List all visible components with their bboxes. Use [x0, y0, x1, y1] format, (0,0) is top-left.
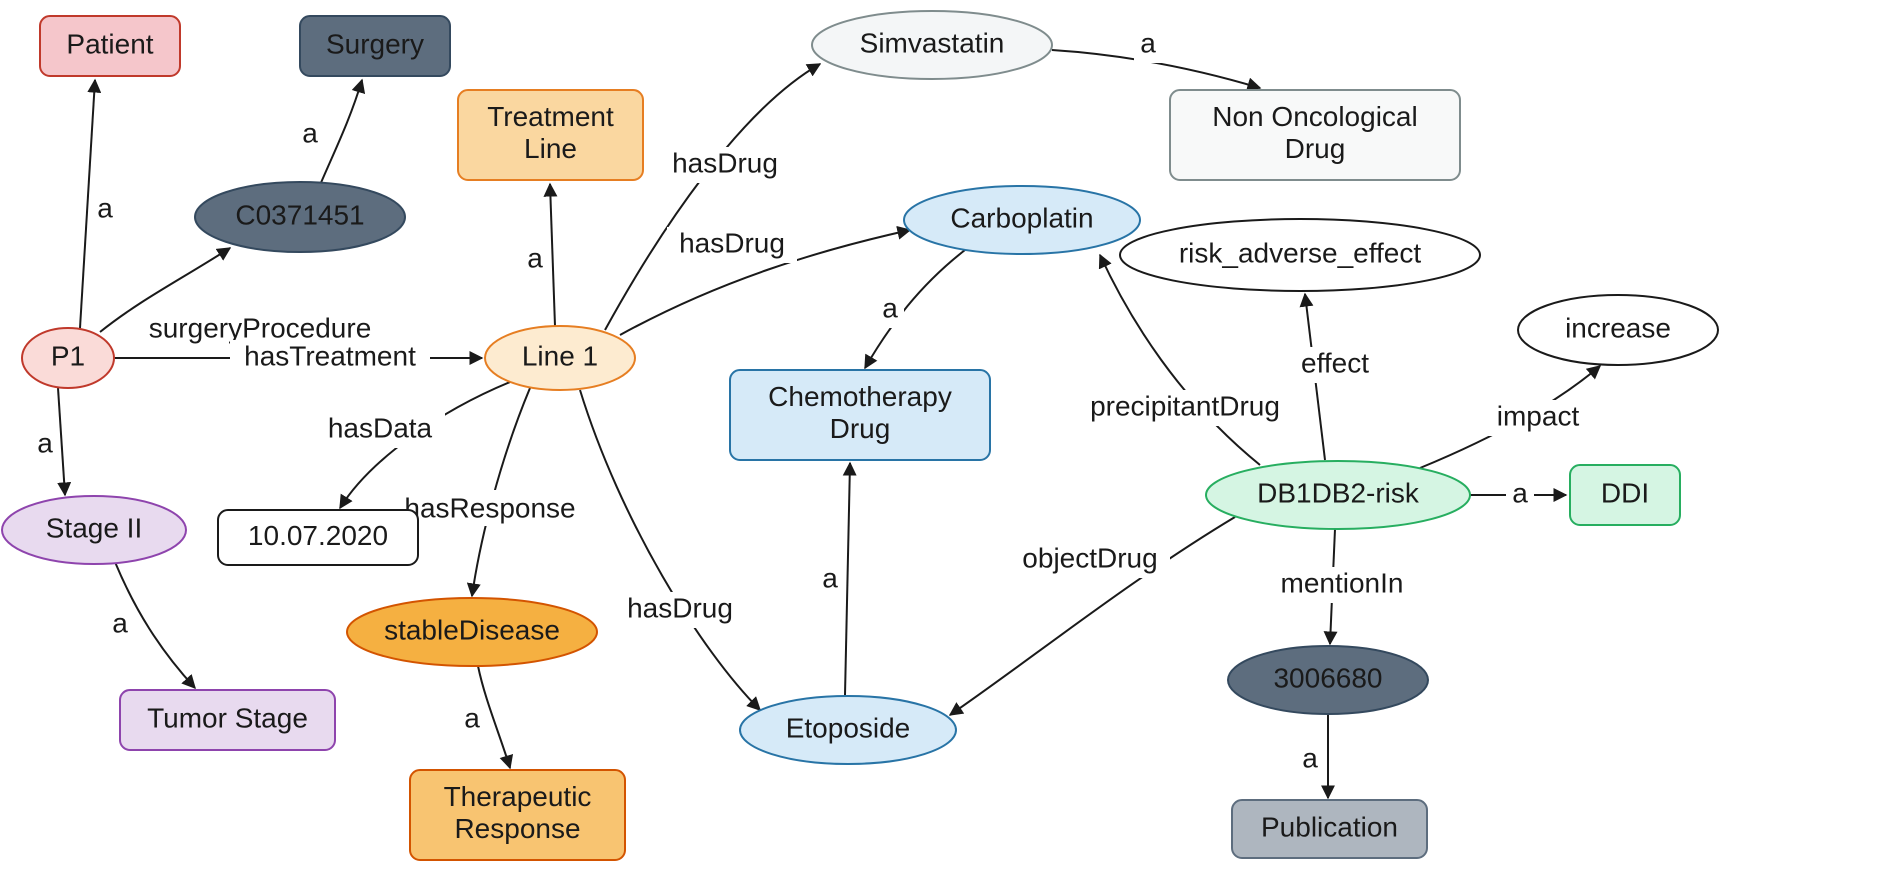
knowledge-graph: a surgeryProcedure a hasTreatment a a a hasData…: [0, 0, 1893, 878]
node-label-tumorstage: Tumor Stage: [147, 702, 308, 733]
edge-label-e17: precipitantDrug: [1090, 390, 1280, 421]
edge-label-e12: hasDrug: [679, 227, 785, 258]
node-c0371451: C0371451: [195, 182, 405, 252]
edge-e5: [58, 388, 65, 495]
node-surgery: Surgery: [300, 16, 450, 76]
node-line1: Line 1: [485, 326, 635, 390]
edge-label-e9: hasResponse: [404, 492, 575, 523]
node-label-ddi: DDI: [1601, 477, 1649, 508]
node-increase: increase: [1518, 295, 1718, 365]
node-simvastatin: Simvastatin: [812, 11, 1052, 79]
node-label-db1db2: DB1DB2-risk: [1257, 477, 1420, 508]
node-label-surgery: Surgery: [326, 28, 424, 59]
node-date: 10.07.2020: [218, 510, 418, 565]
node-label-therapeutic: TherapeuticResponse: [444, 781, 592, 844]
node-chemo: ChemotherapyDrug: [730, 370, 990, 460]
edge-label-e13: hasDrug: [627, 592, 733, 623]
node-label-date: 10.07.2020: [248, 520, 388, 551]
edge-label-e11: hasDrug: [672, 147, 778, 178]
node-label-3006680: 3006680: [1273, 662, 1382, 693]
edge-label-e7: a: [527, 242, 543, 273]
node-label-publication: Publication: [1261, 811, 1398, 842]
node-3006680: 3006680: [1228, 646, 1428, 714]
edge-e3: [320, 80, 362, 185]
node-patient: Patient: [40, 16, 180, 76]
node-ddi: DDI: [1570, 465, 1680, 525]
edge-label-e22: mentionIn: [1281, 567, 1404, 598]
edge-label-e15: a: [882, 292, 898, 323]
node-label-p1: P1: [51, 340, 85, 371]
node-p1: P1: [22, 328, 114, 388]
node-label-patient: Patient: [66, 28, 153, 59]
edge-label-e21: objectDrug: [1022, 542, 1157, 573]
edge-label-e8: hasData: [328, 412, 433, 443]
edge-label-e4: hasTreatment: [244, 340, 416, 371]
node-tumorstage: Tumor Stage: [120, 690, 335, 750]
node-etoposide: Etoposide: [740, 696, 956, 764]
edge-label-e3: a: [302, 117, 318, 148]
nodes-layer: 3006680 Patient P1 Surgery C0371451 Treatment…: [2, 11, 1718, 860]
node-label-simvastatin: Simvastatin: [860, 27, 1005, 58]
edge-label-e23: a: [1302, 742, 1318, 773]
node-label-line1: Line 1: [522, 340, 598, 371]
edge-label-e6: a: [112, 607, 128, 638]
node-riskadv: risk_adverse_effect: [1120, 219, 1480, 291]
node-therapeutic: TherapeuticResponse: [410, 770, 625, 860]
node-label-stage2: Stage II: [46, 512, 143, 543]
node-label-increase: increase: [1565, 312, 1671, 343]
node-carboplatin: Carboplatin: [904, 186, 1140, 254]
node-label-carboplatin: Carboplatin: [950, 202, 1093, 233]
node-label-c0371451: C0371451: [235, 199, 364, 230]
edge-label-e10: a: [464, 702, 480, 733]
edge-label-e2: surgeryProcedure: [149, 312, 372, 343]
edge-label-e1: a: [97, 192, 113, 223]
node-label-stabledisease: stableDisease: [384, 614, 560, 645]
edge-label-e20: a: [1512, 477, 1528, 508]
edge-label-e14: a: [1140, 27, 1156, 58]
edge-label-e5: a: [37, 427, 53, 458]
edge-e7: [550, 184, 555, 326]
node-publication: Publication: [1232, 800, 1427, 858]
node-nononco: Non OncologicalDrug: [1170, 90, 1460, 180]
edge-e16: [845, 463, 850, 695]
node-stage2: Stage II: [2, 496, 186, 564]
edge-label-e18: effect: [1301, 347, 1369, 378]
node-treatmentline: TreatmentLine: [458, 90, 643, 180]
node-label-etoposide: Etoposide: [786, 712, 911, 743]
node-label-riskadv: risk_adverse_effect: [1179, 237, 1422, 268]
node-db1db2: DB1DB2-risk: [1206, 461, 1470, 529]
edge-label-e16: a: [822, 562, 838, 593]
node-stabledisease: stableDisease: [347, 598, 597, 666]
edge-label-e19: impact: [1497, 400, 1580, 431]
